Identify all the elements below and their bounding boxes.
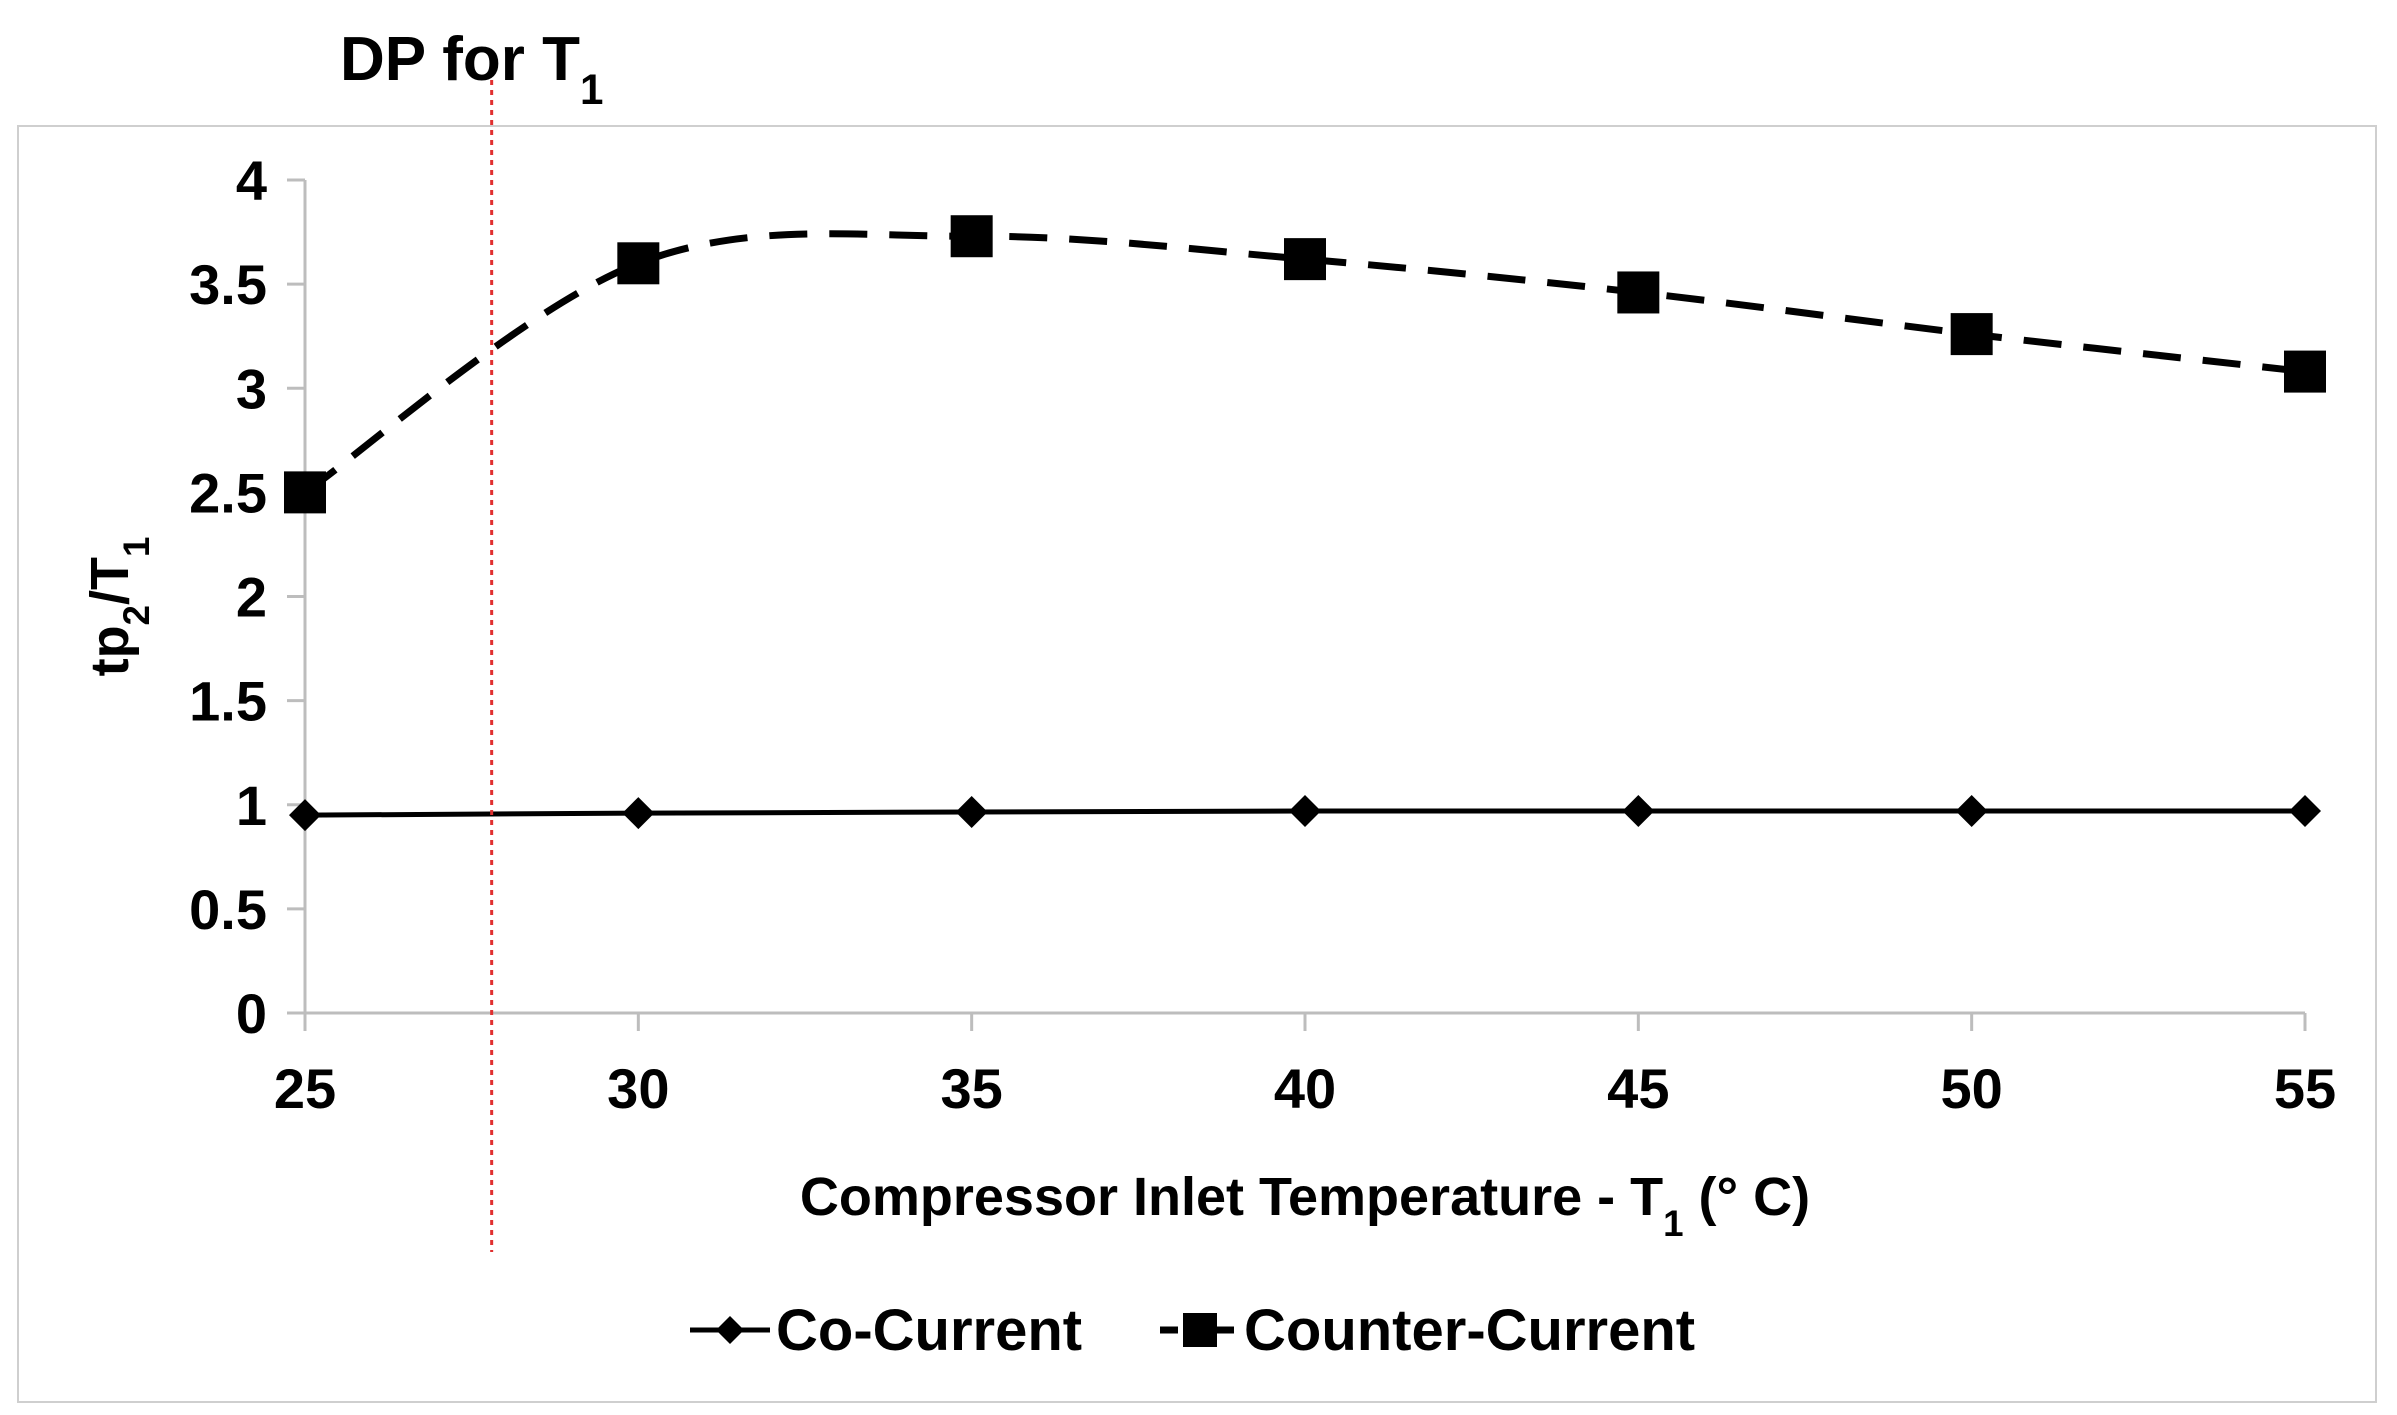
data-point-square bbox=[1617, 271, 1660, 314]
legend-label: Counter-Current bbox=[1244, 1298, 1695, 1363]
y-tick-label: 1.5 bbox=[189, 670, 267, 733]
x-tick-label: 30 bbox=[607, 1057, 669, 1120]
legend-label: Co-Current bbox=[776, 1298, 1082, 1363]
y-tick-label: 2 bbox=[236, 566, 267, 629]
y-tick-label: 1 bbox=[236, 774, 267, 837]
x-tick-label: 35 bbox=[941, 1057, 1003, 1120]
y-tick-label: 0.5 bbox=[189, 878, 267, 941]
series-layer bbox=[284, 215, 2326, 832]
data-point-diamond bbox=[1622, 794, 1655, 827]
data-point-diamond bbox=[1955, 794, 1988, 827]
x-ticks: 25 30 35 40 45 50 55 bbox=[274, 1013, 2336, 1120]
x-tick-label: 55 bbox=[2274, 1057, 2336, 1120]
data-point-diamond bbox=[622, 797, 655, 830]
y-tick-label: 0 bbox=[236, 982, 267, 1045]
data-point-square bbox=[950, 215, 993, 258]
legend-marker-diamond bbox=[716, 1316, 744, 1344]
y-tick-label: 2.5 bbox=[189, 461, 267, 524]
legend-marker-square bbox=[1183, 1313, 1217, 1347]
data-point-diamond bbox=[2289, 794, 2321, 827]
data-point-square bbox=[1950, 313, 1993, 356]
data-point-square bbox=[1284, 238, 1326, 281]
annotation-layer: DP for T1 bbox=[340, 25, 603, 1252]
y-tick-label: 3.5 bbox=[189, 253, 267, 316]
x-tick-label: 40 bbox=[1274, 1057, 1336, 1120]
x-tick-label: 50 bbox=[1941, 1057, 2003, 1120]
x-tick-label: 25 bbox=[274, 1057, 336, 1120]
y-tick-label: 4 bbox=[236, 149, 267, 212]
data-point-square bbox=[617, 242, 660, 285]
axes: 0 0.5 1 1.5 2 2.5 3 3.5 4 25 30 35 40 45 50 55 bbox=[189, 149, 2336, 1120]
data-point-diamond bbox=[955, 796, 988, 829]
y-ticks: 0 0.5 1 1.5 2 2.5 3 3.5 4 bbox=[189, 149, 305, 1045]
labels-layer: Compressor Inlet Temperature - T1 (° C) t… bbox=[80, 537, 1810, 1244]
data-point-diamond bbox=[1289, 794, 1321, 827]
data-point-diamond bbox=[289, 799, 321, 832]
y-axis-label: tp2/T1 bbox=[80, 537, 157, 677]
y-tick-label: 3 bbox=[236, 357, 267, 420]
x-axis-label: Compressor Inlet Temperature - T1 (° C) bbox=[800, 1167, 1810, 1244]
data-point-square bbox=[2284, 350, 2326, 393]
legend: Co-Current Counter-Current bbox=[690, 1298, 1695, 1363]
dew-point-label: DP for T1 bbox=[340, 25, 603, 113]
x-tick-label: 45 bbox=[1607, 1057, 1669, 1120]
data-point-square bbox=[284, 471, 326, 514]
